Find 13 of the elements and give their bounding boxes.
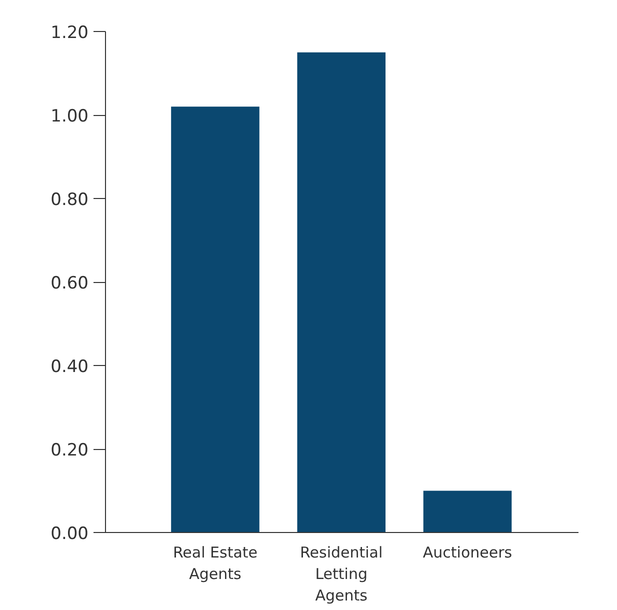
y-tick-label: 1.20	[50, 23, 89, 43]
y-tick-label: 0.20	[50, 440, 89, 460]
y-tick-label: 0.60	[50, 274, 89, 294]
y-tick-label: 0.40	[50, 357, 89, 377]
x-tick-label: Auctioneers	[422, 544, 512, 562]
y-tick-label: 0.00	[50, 524, 89, 544]
bar	[297, 52, 386, 532]
y-tick-label: 1.00	[50, 106, 89, 126]
bar	[423, 490, 512, 532]
x-tick-label: Real Estate Agents	[172, 544, 258, 584]
bar	[171, 106, 260, 532]
x-tick-label: Residential Letting Agents	[300, 544, 383, 605]
y-tick-label: 0.80	[50, 190, 89, 210]
